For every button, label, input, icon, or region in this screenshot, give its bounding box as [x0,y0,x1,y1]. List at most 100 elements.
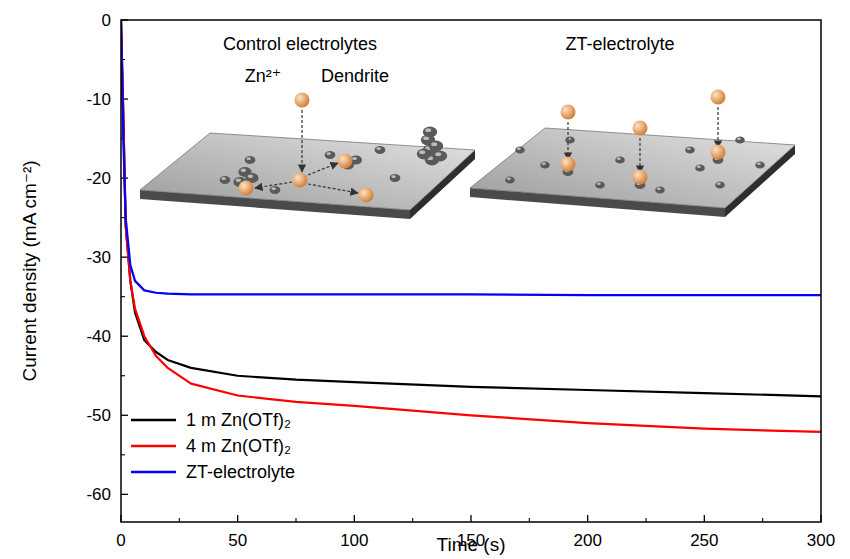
deposit-highlight [352,157,357,160]
deposit [325,151,336,159]
y-tick-label: -60 [86,485,111,504]
deposit-highlight [236,179,242,183]
y-tick [121,336,128,337]
deposit-highlight [425,128,431,132]
y-tick-label: -30 [86,248,111,267]
arrow [308,163,338,175]
chart: 050100150200250300-60-50-40-30-20-100Tim… [0,0,850,559]
deposit-highlight [507,178,511,181]
deposit [245,156,256,164]
zn-ion [338,154,353,169]
y-axis-title: Current density (mA cm⁻²) [19,160,40,381]
deposit-highlight [757,163,761,166]
deposit [540,161,550,168]
zn-ion [239,181,254,196]
y-tick-label: -10 [86,90,111,109]
deposit-highlight [376,147,381,150]
arrow [717,107,718,148]
zn-ion [359,188,374,203]
x-tick-label: 300 [807,531,835,550]
deposit-highlight [687,148,691,151]
schematic [140,90,795,220]
x-tick [704,515,705,522]
zn-ion [633,170,648,185]
legend-label: 1 m Zn(OTf)₂ [186,410,291,430]
legend: 1 m Zn(OTf)₂ 4 m Zn(OTf)₂ ZT-electrolyte [131,410,295,482]
arrow [301,110,302,172]
y-tick-label: -50 [86,406,111,425]
plot-frame [121,20,821,522]
deposit [595,181,605,188]
y-tick-label: -20 [86,169,111,188]
annotation: Zn²⁺ [245,66,282,86]
legend-swatch [131,419,176,421]
deposit [515,146,525,153]
zn-ion [295,93,310,108]
annotation: ZT-electrolyte [565,34,674,54]
zn-ion [633,121,648,136]
slab-top [470,128,795,208]
deposit [390,174,401,182]
deposit [565,136,575,143]
deposit-highlight [617,158,621,161]
y-tick [121,494,128,495]
y-tick [121,415,128,416]
deposit [695,164,705,171]
deposit-highlight [517,148,521,151]
x-tick-label: 200 [573,531,601,550]
series-line [121,20,821,396]
slab-top [140,133,475,210]
deposit-highlight [248,175,254,179]
zn-ion [293,173,308,188]
arrow [567,122,568,160]
zn-ion [711,90,726,105]
series-line [121,20,821,432]
y-tick-label: -40 [86,327,111,346]
deposit-highlight [737,138,741,141]
deposit [685,146,695,153]
deposit [270,186,281,194]
deposit-highlight [567,138,571,141]
deposit-highlight [542,163,546,166]
deposit-highlight [246,157,251,160]
y-tick [121,257,128,258]
deposit-highlight [419,150,425,154]
deposit-highlight [221,177,226,180]
zn-ion [561,105,576,120]
deposit [417,149,431,160]
series-line [121,20,821,295]
legend-label: 4 m Zn(OTf)₂ [186,436,291,456]
deposit [755,161,765,168]
arrow [255,182,292,188]
x-tick-label: 100 [340,531,368,550]
legend-label: ZT-electrolyte [186,462,295,482]
x-tick-label: 50 [228,531,247,550]
axes: 050100150200250300-60-50-40-30-20-100 [86,11,835,550]
deposit [505,176,515,183]
deposit [655,186,665,193]
deposit-highlight [241,169,247,173]
zn-ion [711,145,726,160]
annotation: Control electrolytes [223,34,377,54]
deposit [423,127,437,138]
y-tick-label: 0 [102,11,111,30]
legend-swatch [131,471,176,473]
deposit-highlight [326,152,331,155]
plot-area [121,20,821,432]
x-tick [470,515,471,522]
x-tick [237,515,238,522]
deposit [715,181,725,188]
deposit-highlight [271,187,276,190]
deposit-highlight [717,183,721,186]
deposit [429,141,443,152]
x-tick [587,515,588,522]
deposit-highlight [597,183,601,186]
deposit-highlight [435,152,441,156]
deposit-highlight [431,142,437,146]
x-axis-title: Time (s) [437,534,506,555]
deposit [220,176,231,184]
zn-ion [561,157,576,172]
x-tick-label: 250 [690,531,718,550]
deposit-highlight [391,175,396,178]
annotation: Dendrite [321,66,389,86]
